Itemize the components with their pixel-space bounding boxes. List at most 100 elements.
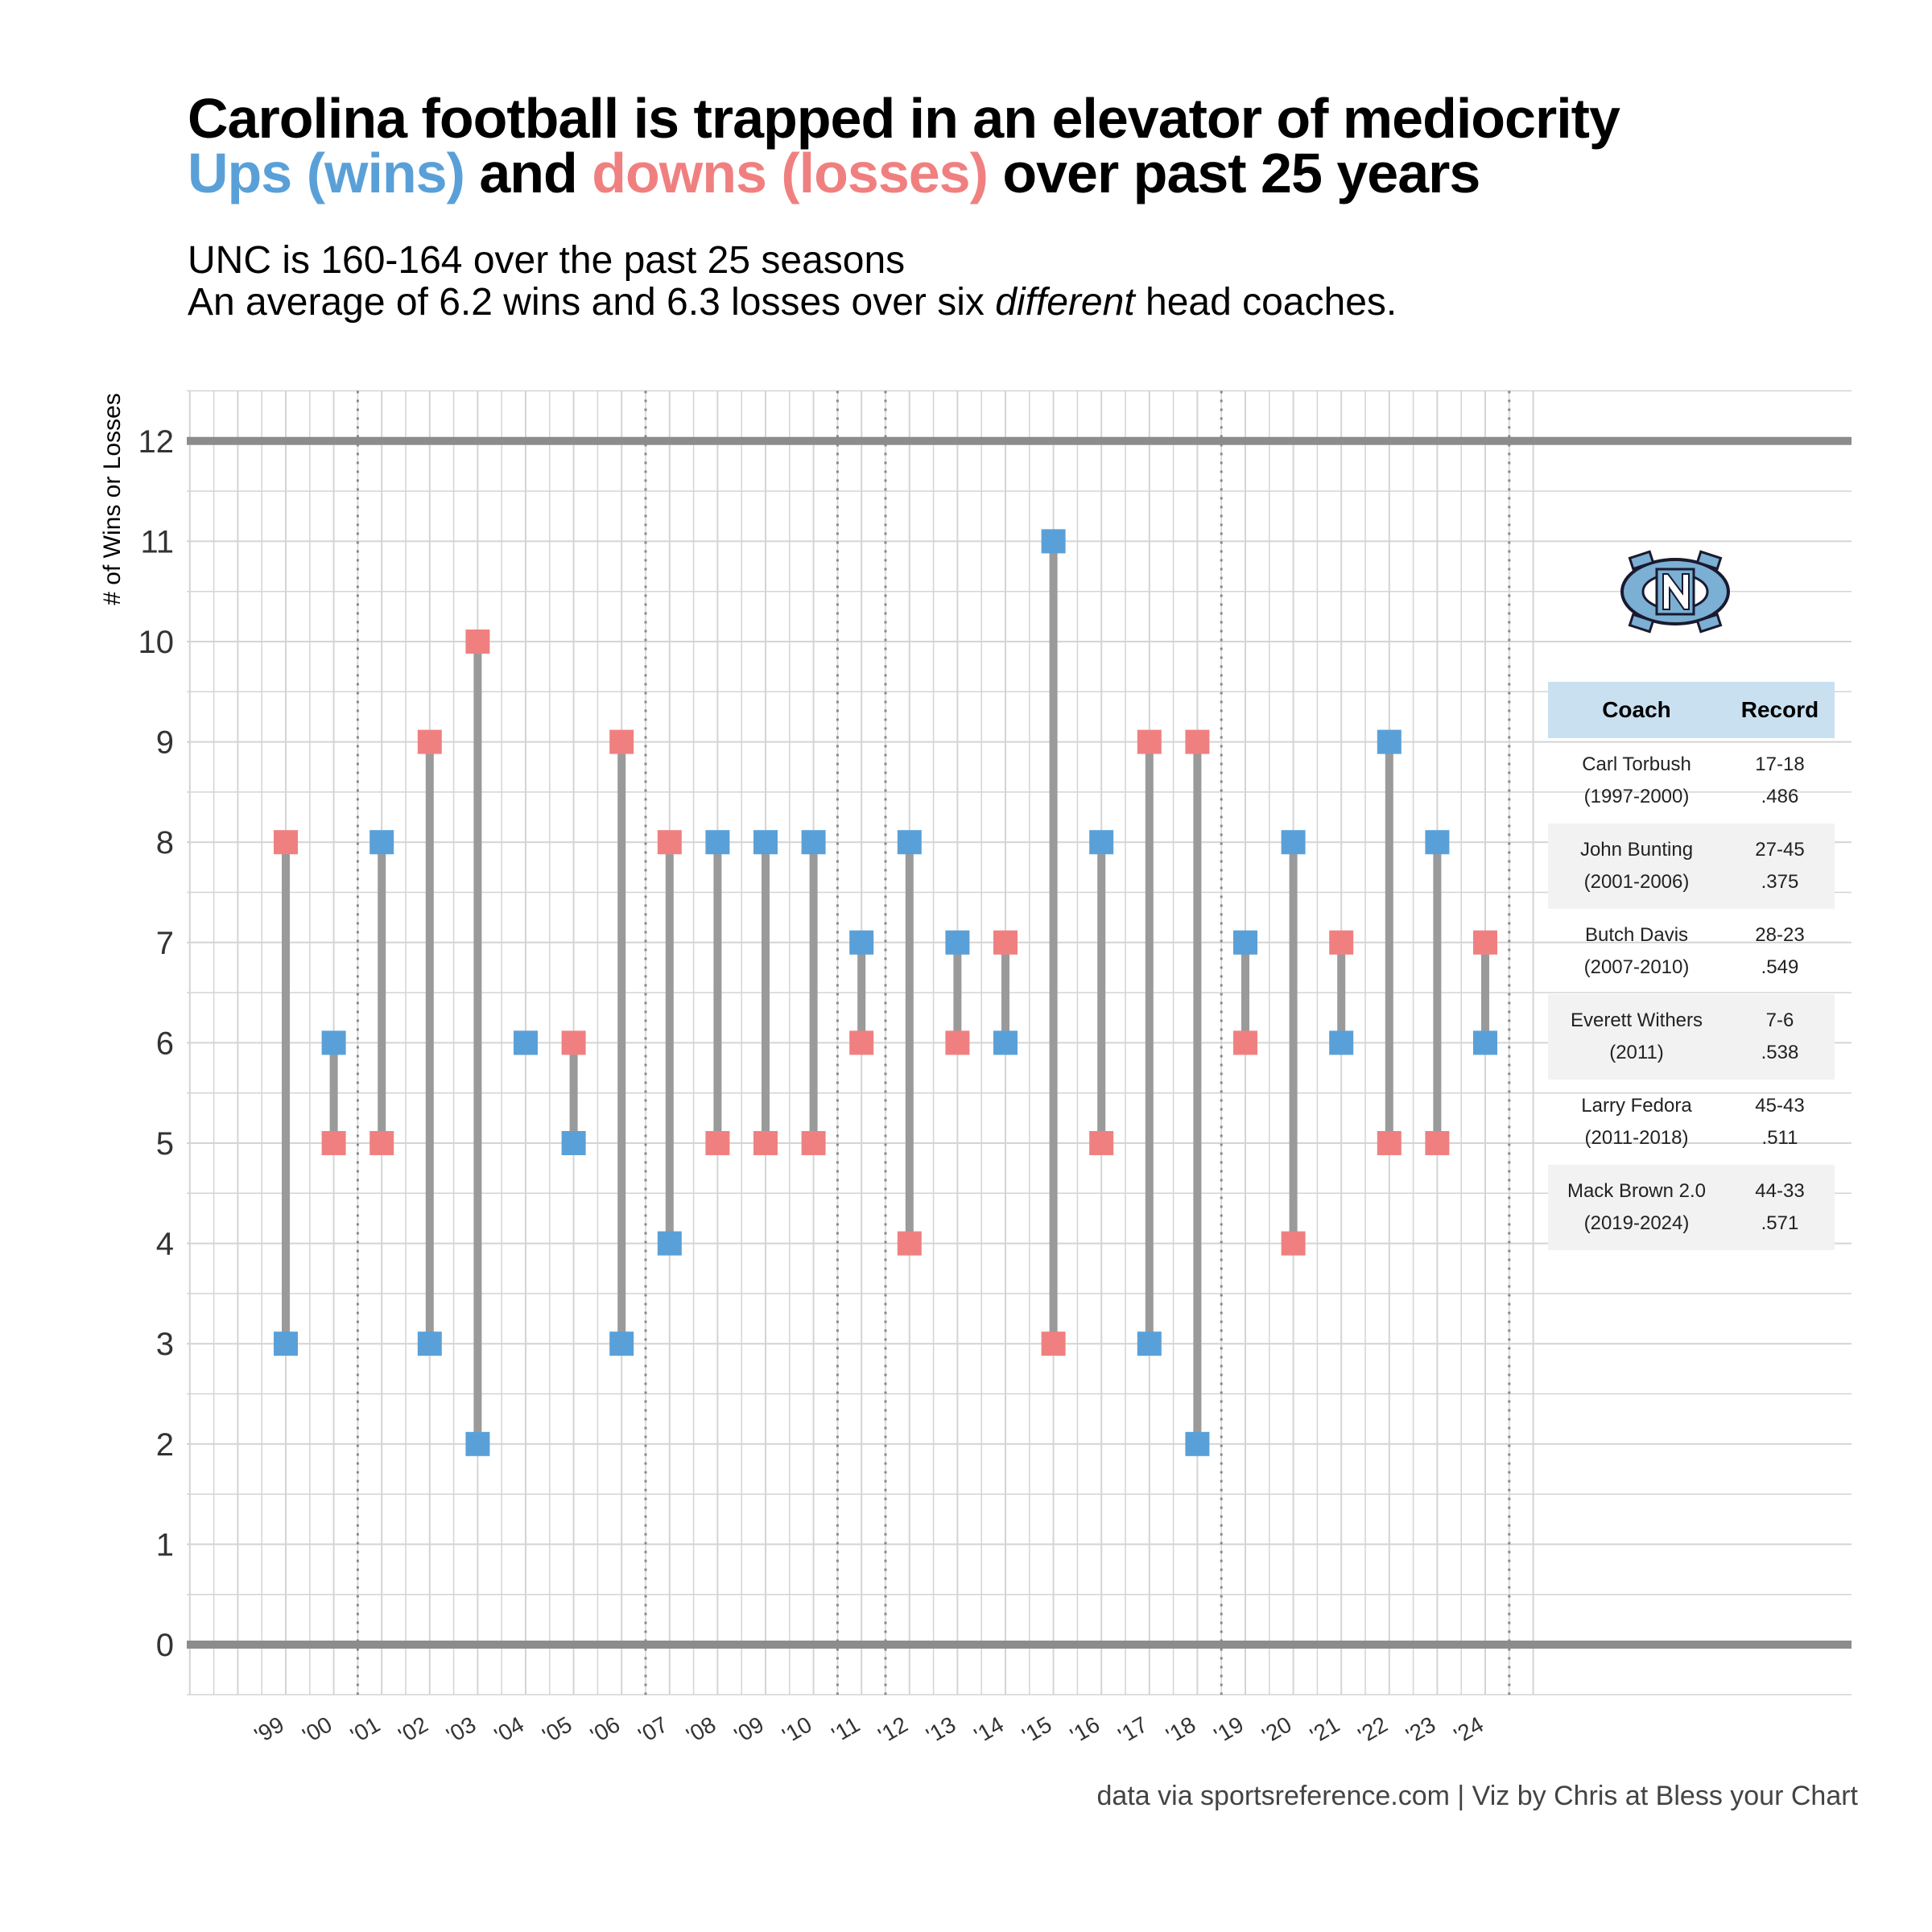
coach-record-table: Coach Record Carl Torbush (1997-2000) 17-… (1548, 682, 1835, 1250)
win-marker (1185, 1431, 1210, 1456)
y-tick-label: 4 (156, 1227, 174, 1262)
coach-record: 7-6 (1765, 1009, 1794, 1031)
y-tick-label: 5 (156, 1126, 174, 1162)
win-marker (945, 930, 970, 955)
coach-record: 17-18 (1755, 753, 1805, 775)
chart-title-line2: Ups (wins) and downs (losses) over past … (188, 145, 1480, 201)
loss-marker (1137, 729, 1162, 754)
coach-pct: .375 (1761, 871, 1799, 893)
y-tick-label: 3 (156, 1327, 174, 1362)
x-tick-label: '07 (634, 1711, 672, 1748)
y-tick-label: 6 (156, 1026, 174, 1061)
loss-marker (1329, 930, 1354, 955)
coach-pct: .549 (1761, 956, 1799, 978)
x-tick-label: '18 (1162, 1711, 1199, 1748)
title-rest-text: over past 25 years (987, 142, 1480, 204)
loss-marker (1473, 930, 1497, 955)
loss-marker (1233, 1030, 1257, 1055)
win-marker (1089, 830, 1114, 855)
coach-years: (2001-2006) (1583, 871, 1690, 893)
loss-marker (993, 930, 1018, 955)
win-marker (1329, 1030, 1354, 1055)
x-tick-label: '14 (970, 1711, 1008, 1748)
x-tick-label: '20 (1257, 1711, 1295, 1748)
coach-name: Carl Torbush (1582, 753, 1691, 775)
y-tick-label: 9 (156, 725, 174, 761)
loss-marker (1089, 1131, 1114, 1155)
x-tick-label: '10 (778, 1711, 815, 1748)
win-marker (1425, 830, 1450, 855)
x-tick-label: '04 (490, 1711, 528, 1748)
coach-name: Larry Fedora (1581, 1095, 1692, 1117)
win-marker (609, 1331, 634, 1356)
table-header-record: Record (1740, 697, 1819, 722)
x-tick-label: '02 (394, 1711, 432, 1748)
coach-record: 45-43 (1755, 1095, 1805, 1117)
win-marker (274, 1331, 298, 1356)
win-marker (321, 1030, 346, 1055)
chart-title: Carolina football is trapped in an eleva… (188, 87, 1620, 150)
win-marker (753, 830, 778, 855)
y-tick-label: 8 (156, 825, 174, 861)
table-row: Everett Withers (2011) 7-6 .538 (1548, 994, 1835, 1080)
loss-marker (1377, 1131, 1402, 1155)
loss-marker (465, 630, 490, 654)
y-tick-label: 12 (138, 424, 175, 460)
y-tick-label: 11 (140, 524, 174, 559)
x-tick-label: '06 (586, 1711, 624, 1748)
coach-record: 28-23 (1755, 924, 1805, 946)
x-tick-label: '99 (250, 1711, 288, 1748)
x-tick-label: '24 (1450, 1711, 1488, 1748)
loss-marker (849, 1030, 874, 1055)
win-marker (369, 830, 394, 855)
loss-marker (561, 1030, 586, 1055)
coach-pct: .486 (1761, 786, 1799, 807)
win-marker (465, 1431, 490, 1456)
x-tick-label: '23 (1402, 1711, 1439, 1748)
subtitle-emphasis: different (995, 281, 1135, 324)
win-marker (801, 830, 826, 855)
coach-record: 44-33 (1755, 1180, 1805, 1202)
loss-marker (897, 1231, 922, 1256)
loss-marker (1185, 729, 1210, 754)
coach-years: (2007-2010) (1583, 956, 1690, 978)
x-tick-label: '01 (346, 1711, 384, 1748)
x-tick-label: '21 (1306, 1711, 1344, 1748)
x-tick-label: '15 (1018, 1711, 1055, 1748)
table-row: Larry Fedora (2011-2018) 45-43 .511 (1548, 1080, 1835, 1165)
loss-marker (1041, 1331, 1066, 1356)
loss-marker (609, 729, 634, 754)
y-tick-label: 10 (138, 625, 175, 660)
x-tick-label: '03 (442, 1711, 480, 1748)
win-marker (993, 1030, 1018, 1055)
coach-years: (1997-2000) (1583, 786, 1690, 807)
coach-name: Everett Withers (1570, 1009, 1703, 1031)
table-row: John Bunting (2001-2006) 27-45 .375 (1548, 824, 1835, 909)
win-marker (897, 830, 922, 855)
coach-years: (2011-2018) (1584, 1127, 1689, 1149)
x-tick-label: '22 (1354, 1711, 1392, 1748)
table-header-coach: Coach (1602, 697, 1671, 722)
chart-subtitle-line2: An average of 6.2 wins and 6.3 losses ov… (188, 283, 1397, 322)
title-wins-text: Ups (wins) (188, 142, 465, 204)
y-tick-label: 2 (156, 1427, 174, 1463)
coach-pct: .511 (1761, 1127, 1798, 1149)
loss-marker (369, 1131, 394, 1155)
x-tick-label: '05 (538, 1711, 576, 1748)
x-tick-label: '13 (922, 1711, 960, 1748)
coach-record: 27-45 (1755, 839, 1805, 861)
table-row: Butch Davis (2007-2010) 28-23 .549 (1548, 909, 1835, 994)
subtitle-text-a: An average of 6.2 wins and 6.3 losses ov… (188, 281, 996, 324)
loss-marker (417, 729, 442, 754)
win-marker (561, 1131, 586, 1155)
win-marker (1041, 529, 1066, 554)
x-tick-label: '17 (1114, 1711, 1152, 1748)
x-tick-label: '11 (828, 1711, 864, 1747)
table-row: Carl Torbush (1997-2000) 17-18 .486 (1548, 738, 1835, 824)
chart-caption: data via sportsreference.com | Viz by Ch… (1096, 1781, 1858, 1811)
coach-years: (2019-2024) (1583, 1212, 1690, 1234)
x-tick-label: '12 (874, 1711, 912, 1748)
subtitle-text-b: head coaches. (1134, 281, 1397, 324)
win-marker (1281, 830, 1306, 855)
